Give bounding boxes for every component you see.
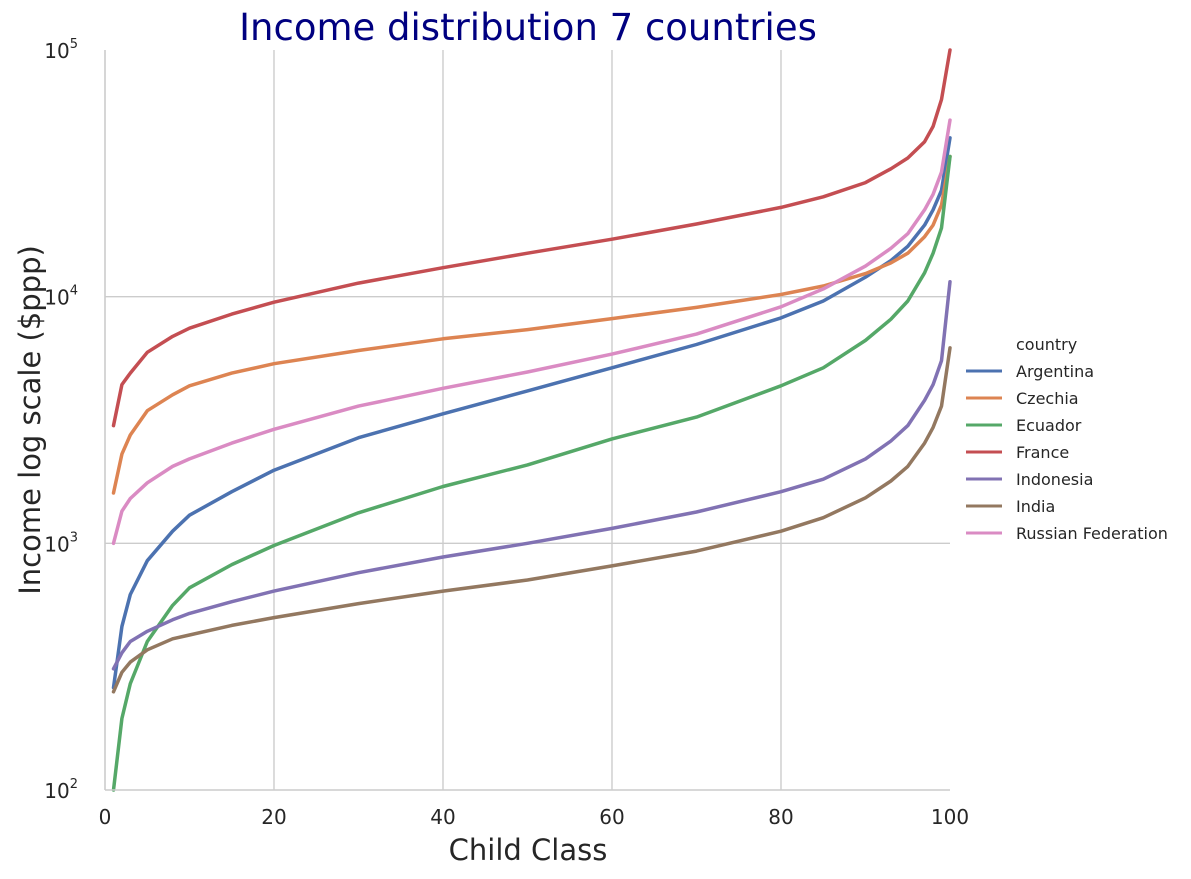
grid-layer <box>105 50 950 790</box>
y-tick-label: 104 <box>44 284 78 310</box>
series-line-argentina <box>111 136 952 690</box>
series-line-ecuador <box>111 154 952 792</box>
legend-title: country <box>1016 335 1077 354</box>
series-line-france <box>111 48 952 428</box>
y-tick-base: 10 <box>44 39 69 63</box>
x-axis-label: Child Class <box>449 833 608 867</box>
spine-layer <box>104 50 950 791</box>
legend: country Argentina Czechia Ecuador France Ind… <box>966 335 1168 543</box>
legend-label-argentina: Argentina <box>1016 362 1094 381</box>
x-tick-label: 100 <box>931 805 969 829</box>
x-tick-label: 0 <box>99 805 112 829</box>
legend-label-russian-federation: Russian Federation <box>1016 524 1168 543</box>
legend-label-india: India <box>1016 497 1055 516</box>
x-tick-label: 20 <box>261 805 286 829</box>
y-tick-exponent: 2 <box>70 777 78 792</box>
y-tick-base: 10 <box>44 286 69 310</box>
x-tick-label: 80 <box>768 805 793 829</box>
series-line-indonesia <box>111 279 952 671</box>
y-tick-label: 103 <box>44 530 78 556</box>
chart-title: Income distribution 7 countries <box>239 6 817 49</box>
series-line-russian-federation <box>111 118 952 546</box>
y-tick-label: 102 <box>44 777 78 803</box>
legend-label-indonesia: Indonesia <box>1016 470 1093 489</box>
series-layer <box>111 48 952 792</box>
y-tick-base: 10 <box>44 532 69 556</box>
y-tick-exponent: 5 <box>70 37 78 52</box>
y-tick-label: 105 <box>44 37 78 63</box>
y-tick-base: 10 <box>44 779 69 803</box>
series-line-india <box>111 346 952 694</box>
x-tick-label: 40 <box>430 805 455 829</box>
legend-label-france: France <box>1016 443 1069 462</box>
x-tick-label: 60 <box>599 805 624 829</box>
y-tick-exponent: 3 <box>70 530 78 545</box>
y-tick-exponent: 4 <box>70 284 78 299</box>
series-line-czechia <box>111 154 952 495</box>
y-axis-label: Income log scale ($ppp) <box>13 245 47 595</box>
legend-label-czechia: Czechia <box>1016 389 1079 408</box>
legend-label-ecuador: Ecuador <box>1016 416 1082 435</box>
